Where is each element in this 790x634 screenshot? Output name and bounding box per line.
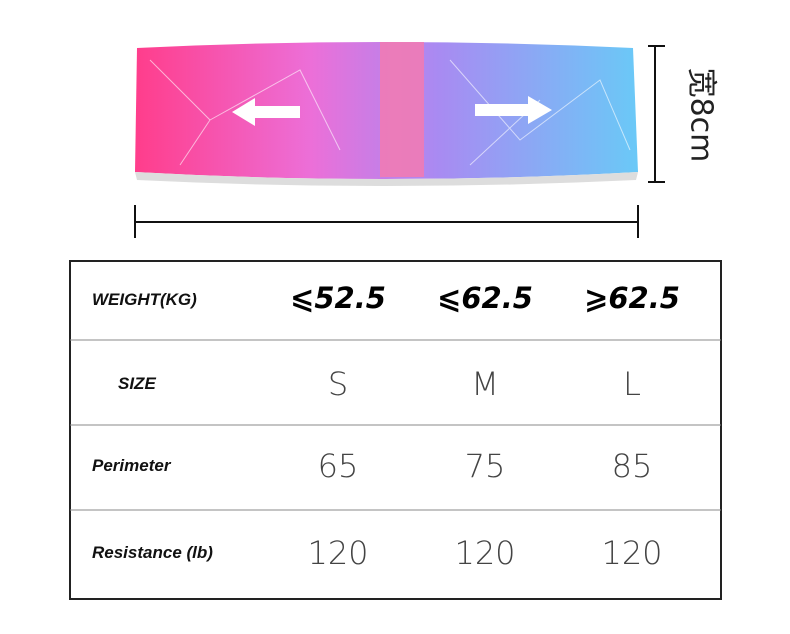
arrow-left: [232, 98, 300, 126]
width-measure: [134, 45, 665, 238]
row-label: Perimeter: [92, 456, 171, 475]
cell-value: ⩽52.5: [290, 281, 386, 315]
cell-value: 120: [307, 534, 369, 572]
cell-value: L: [623, 365, 641, 403]
cell-value: 65: [317, 447, 359, 485]
cell-value: 120: [454, 534, 516, 572]
height-label: 宽8cm: [684, 68, 719, 163]
pattern: [149, 59, 631, 166]
row-label: SIZE: [118, 374, 156, 393]
cell-value: 120: [601, 534, 663, 572]
cell-value: M: [471, 365, 499, 403]
row-label: WEIGHT(KG): [92, 290, 197, 309]
cell-value: 75: [464, 447, 506, 485]
row-label: Resistance (lb): [92, 543, 213, 562]
arrow-right: [475, 96, 552, 124]
table-lines: [69, 260, 722, 600]
cell-value: S: [327, 365, 349, 403]
cell-value: ⩾62.5: [584, 281, 680, 315]
cell-value: ⩽62.5: [437, 281, 533, 315]
strap: [380, 42, 424, 177]
cell-value: 85: [611, 447, 653, 485]
band-edge: [135, 172, 638, 186]
